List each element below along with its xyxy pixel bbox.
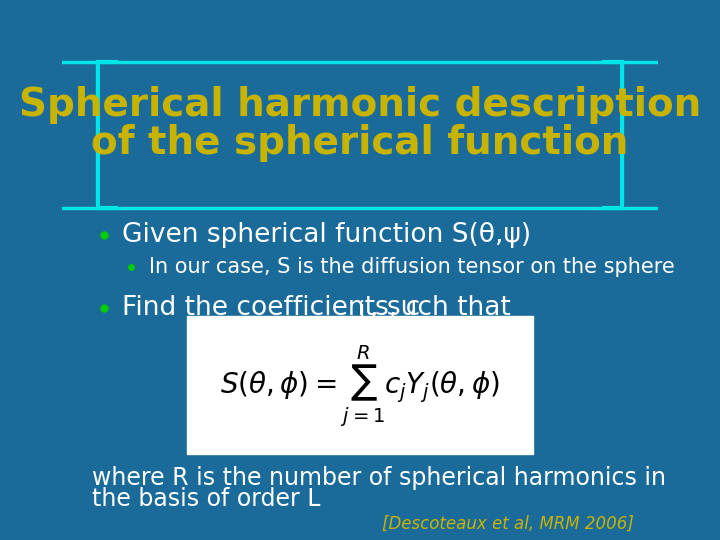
Text: Spherical harmonic description: Spherical harmonic description (19, 86, 701, 124)
Text: , such that: , such that (369, 295, 510, 321)
Text: Find the coefficients, c: Find the coefficients, c (122, 295, 420, 321)
FancyBboxPatch shape (187, 316, 533, 454)
Text: of the spherical function: of the spherical function (91, 124, 629, 162)
Text: the basis of order L: the basis of order L (92, 488, 320, 511)
Text: In our case, S is the diffusion tensor on the sphere: In our case, S is the diffusion tensor o… (148, 257, 674, 278)
Text: [Descoteaux et al, MRM 2006]: [Descoteaux et al, MRM 2006] (382, 515, 634, 533)
Text: j: j (359, 300, 364, 321)
Text: where R is the number of spherical harmonics in: where R is the number of spherical harmo… (92, 466, 666, 490)
Text: $S(\theta, \phi) = \sum_{j=1}^{R} c_j Y_j(\theta, \phi)$: $S(\theta, \phi) = \sum_{j=1}^{R} c_j Y_… (220, 343, 500, 429)
Text: Given spherical function S(θ,ψ): Given spherical function S(θ,ψ) (122, 222, 531, 248)
